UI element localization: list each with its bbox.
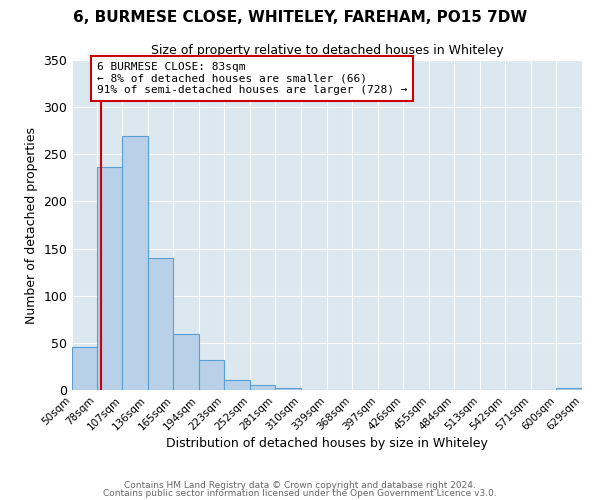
- Bar: [250, 386, 275, 390]
- Bar: [72, 346, 97, 390]
- Text: 6, BURMESE CLOSE, WHITELEY, FAREHAM, PO15 7DW: 6, BURMESE CLOSE, WHITELEY, FAREHAM, PO1…: [73, 10, 527, 25]
- Bar: [275, 388, 301, 390]
- Bar: [148, 258, 173, 390]
- Bar: [224, 380, 250, 390]
- Bar: [122, 136, 148, 390]
- Text: 6 BURMESE CLOSE: 83sqm
← 8% of detached houses are smaller (66)
91% of semi-deta: 6 BURMESE CLOSE: 83sqm ← 8% of detached …: [97, 62, 407, 95]
- Bar: [556, 388, 582, 390]
- Bar: [199, 360, 224, 390]
- Text: Contains public sector information licensed under the Open Government Licence v3: Contains public sector information licen…: [103, 488, 497, 498]
- Title: Size of property relative to detached houses in Whiteley: Size of property relative to detached ho…: [151, 44, 503, 58]
- Text: Contains HM Land Registry data © Crown copyright and database right 2024.: Contains HM Land Registry data © Crown c…: [124, 481, 476, 490]
- Bar: [173, 334, 199, 390]
- Y-axis label: Number of detached properties: Number of detached properties: [25, 126, 38, 324]
- X-axis label: Distribution of detached houses by size in Whiteley: Distribution of detached houses by size …: [166, 438, 488, 450]
- Bar: [97, 166, 122, 390]
